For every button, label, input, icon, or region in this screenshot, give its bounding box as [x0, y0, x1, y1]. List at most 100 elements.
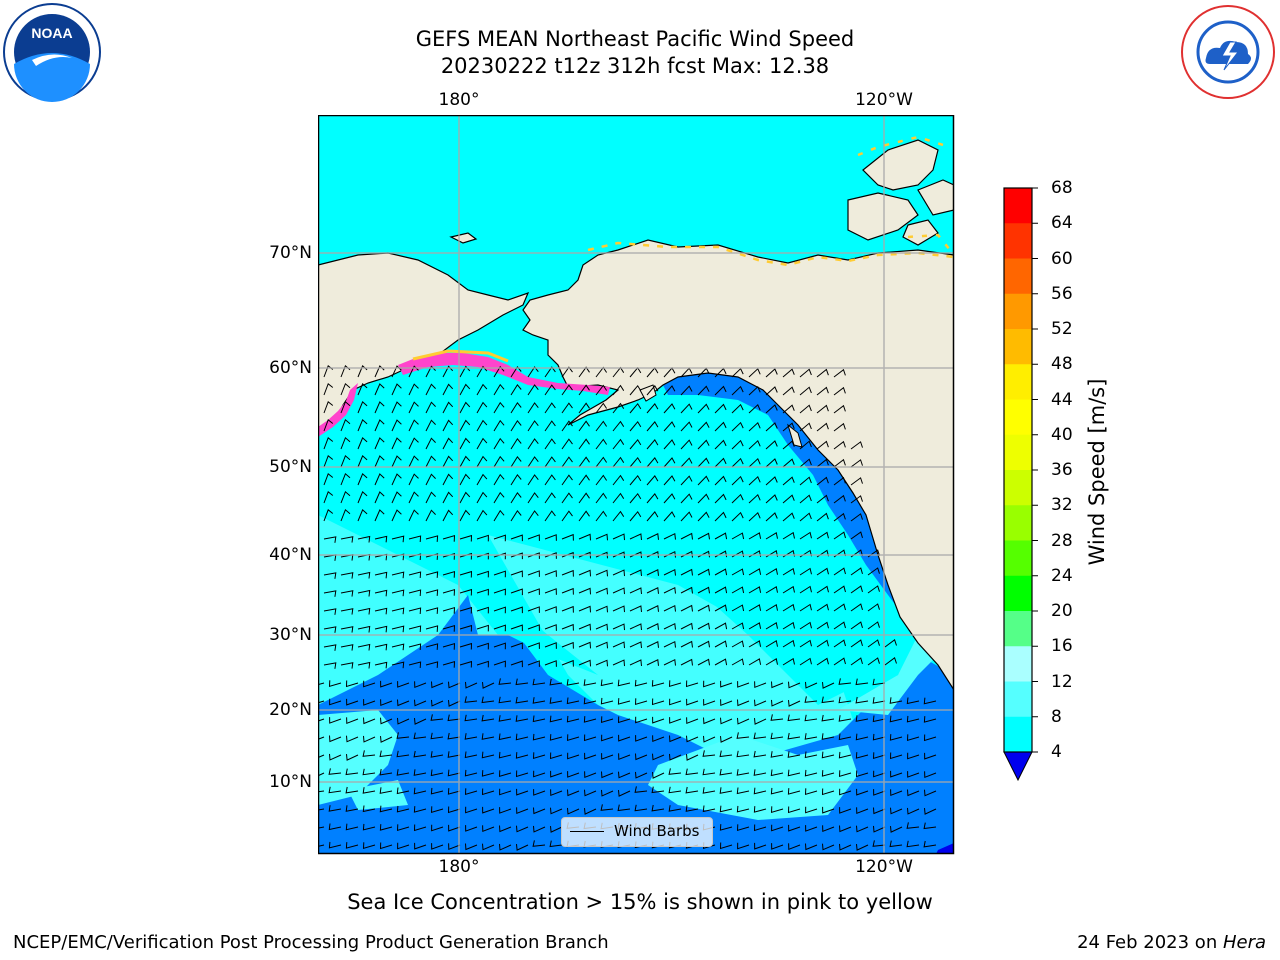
wind-barb	[663, 493, 676, 504]
wind-barb	[770, 714, 784, 721]
wind-barb	[680, 658, 693, 666]
wind-barb	[476, 642, 489, 650]
wind-barb	[476, 570, 489, 578]
wind-barb	[510, 473, 522, 486]
wind-barb	[391, 383, 402, 396]
wind-barb	[493, 419, 505, 432]
wind-barb	[646, 641, 659, 648]
wind-barb	[697, 532, 710, 540]
wind-barb	[736, 732, 750, 739]
wind-barb	[816, 458, 829, 468]
wind-barb	[782, 422, 795, 432]
wind-barb	[413, 806, 427, 813]
wind-barb	[374, 509, 385, 522]
wind-barb	[340, 662, 354, 669]
wind-barb	[561, 456, 573, 468]
wind-barb	[833, 657, 846, 666]
wind-barb	[561, 587, 574, 595]
colorbar-tick-label: 40	[1051, 424, 1073, 445]
wind-barb	[850, 639, 863, 648]
wind-barb	[391, 509, 402, 522]
wind-barb	[493, 534, 506, 542]
wind-barb	[612, 510, 625, 522]
wind-barb	[782, 476, 795, 486]
wind-barb	[816, 531, 829, 540]
wind-barb	[425, 383, 436, 396]
wind-band-12-16	[488, 535, 858, 755]
wind-barb	[583, 734, 597, 742]
wind-barb	[408, 455, 419, 468]
wind-barb	[765, 586, 778, 594]
wind-barb	[617, 804, 631, 812]
wind-barb	[578, 659, 591, 667]
wind-barb	[765, 476, 778, 486]
wind-barb	[714, 622, 728, 630]
wind-barb	[527, 642, 540, 649]
colorbar-tick-label: 60	[1051, 248, 1073, 269]
wind-barb	[612, 623, 625, 631]
wind-barb	[362, 768, 376, 776]
wind-barb	[765, 368, 778, 378]
wind-barb	[923, 822, 937, 830]
lon-label-180-bottom: 180°	[438, 857, 480, 877]
wind-barb	[357, 625, 371, 633]
wind-barb	[533, 770, 546, 778]
wind-barb	[782, 386, 795, 396]
wind-barb	[839, 825, 852, 833]
wind-barb	[782, 639, 795, 648]
wind-barb	[855, 715, 869, 722]
wind-barb	[856, 788, 869, 796]
colorbar-cell	[1004, 575, 1032, 612]
wind-band-8-12	[698, 590, 918, 705]
wind-barb	[396, 824, 410, 831]
wind-barb	[646, 385, 659, 396]
wind-barb	[697, 568, 710, 576]
wind-barb	[459, 473, 471, 486]
wind-band-under-4	[936, 843, 954, 854]
wind-barb	[737, 842, 750, 850]
wind-barb	[634, 698, 648, 705]
wind-barb	[856, 844, 869, 851]
wind-barb	[788, 700, 801, 707]
wind-barb	[510, 491, 522, 504]
lat-label-30n: 30°N	[269, 625, 312, 645]
wind-barb	[493, 455, 505, 468]
wind-barb	[329, 753, 342, 761]
colorbar-tick-label: 44	[1051, 389, 1073, 410]
wind-barb	[527, 384, 539, 396]
wind-barb	[663, 475, 676, 486]
wind-barb	[787, 732, 801, 740]
wind-barb	[889, 752, 903, 760]
wind-barb	[431, 681, 444, 689]
wind-barb	[362, 787, 376, 794]
wind-barb	[346, 735, 359, 743]
wind-barb	[425, 607, 439, 614]
wind-barb	[549, 840, 563, 848]
wind-barb	[362, 823, 376, 831]
wind-barb	[510, 624, 523, 632]
wind-barb	[476, 365, 488, 378]
wind-barb	[527, 420, 539, 432]
wind-barb	[822, 682, 835, 689]
wind-barb	[782, 621, 795, 630]
wind-barb	[782, 567, 795, 576]
wind-barb	[924, 789, 937, 797]
wind-barb	[663, 457, 676, 468]
wind-barb	[408, 491, 419, 504]
wind-barb	[476, 437, 488, 450]
wind-barb	[425, 509, 436, 522]
wind-barb	[731, 421, 744, 432]
wind-barb	[584, 771, 597, 779]
wind-barb	[357, 607, 371, 615]
wind-barb	[527, 534, 540, 541]
wind-barb	[652, 753, 665, 761]
wind-barb	[816, 603, 829, 612]
wind-barb	[561, 533, 574, 541]
wind-barb	[566, 679, 580, 686]
wind-barb	[425, 473, 436, 486]
wind-barb	[318, 844, 325, 847]
wind-barb	[714, 493, 727, 504]
wind-barb	[748, 421, 761, 432]
wind-barb	[374, 401, 385, 414]
wind-barb	[408, 473, 419, 486]
